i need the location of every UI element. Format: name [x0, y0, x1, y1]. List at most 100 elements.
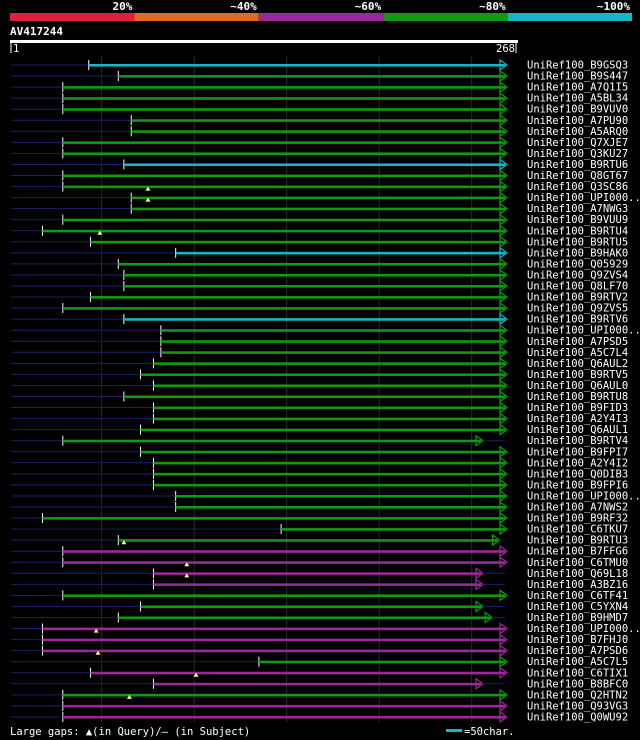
hit-row[interactable]: UniRef100_B8BFC0	[11, 672, 628, 691]
hit-label[interactable]: UniRef100_B9RTV4	[527, 435, 628, 447]
hit-label[interactable]: UniRef100_C6TMU0	[527, 557, 628, 569]
hit-row[interactable]: UniRef100_A7NWS2	[11, 500, 628, 514]
hit-label[interactable]: UniRef100_Q0DIB3	[527, 468, 628, 480]
hit-row[interactable]: UniRef100_UPI000..	[11, 489, 640, 502]
hit-label[interactable]: UniRef100_B9RTU4	[527, 225, 628, 237]
hit-label[interactable]: UniRef100_Q6AUL0	[527, 380, 628, 392]
hit-row[interactable]: UniRef100_B9RTU4	[11, 224, 628, 237]
hit-row[interactable]: UniRef100_Q9ZVS4	[11, 268, 628, 281]
hit-label[interactable]: UniRef100_Q8LF70	[527, 281, 628, 293]
hit-row[interactable]: UniRef100_B9RTU5	[11, 230, 628, 249]
hit-label[interactable]: UniRef100_C6TKU7	[527, 524, 628, 536]
hit-label[interactable]: UniRef100_A5ARQ0	[527, 126, 628, 138]
hit-label[interactable]: UniRef100_B9RTU8	[527, 391, 628, 403]
hit-row[interactable]: UniRef100_C6TKU7	[11, 522, 628, 536]
hit-label[interactable]: UniRef100_Q6AUL2	[527, 358, 628, 370]
hit-label[interactable]: UniRef100_B9S447	[527, 71, 628, 83]
hit-label[interactable]: UniRef100_Q2HTN2	[527, 689, 628, 701]
hit-row[interactable]: UniRef100_B9RTV2	[11, 290, 628, 304]
hit-row[interactable]: UniRef100_B9HAK0	[11, 246, 628, 259]
hit-row[interactable]: UniRef100_C6TF41	[11, 589, 628, 602]
hit-label[interactable]: UniRef100_UPI000..	[527, 325, 640, 337]
hit-row[interactable]: UniRef100_B9HMD7	[11, 611, 628, 624]
hit-label[interactable]: UniRef100_B9RF32	[527, 513, 628, 525]
hit-label[interactable]: UniRef100_Q05929	[527, 258, 628, 270]
hit-row[interactable]: UniRef100_A7PSD5	[11, 335, 628, 348]
hit-label[interactable]: UniRef100_Q7XJE7	[527, 137, 628, 149]
hit-label[interactable]: UniRef100_B9VUU9	[527, 214, 628, 226]
hit-row[interactable]: UniRef100_A7PSD6	[11, 644, 628, 657]
hit-row[interactable]: UniRef100_B9FPI7	[11, 445, 628, 458]
hit-label[interactable]: UniRef100_A5BL34	[527, 93, 628, 105]
hit-row[interactable]: UniRef100_B9RTV4	[11, 434, 628, 447]
hit-label[interactable]: UniRef100_B9RTU6	[527, 159, 628, 171]
hit-row[interactable]: UniRef100_B9RTV5	[11, 368, 628, 381]
hit-row[interactable]: UniRef100_Q0WU92	[11, 710, 628, 723]
hit-label[interactable]: UniRef100_B7FFG6	[527, 546, 628, 558]
hit-row[interactable]: UniRef100_B9GSQ3	[11, 58, 628, 72]
hit-label[interactable]: UniRef100_C6TF41	[527, 590, 628, 602]
hit-label[interactable]: UniRef100_A7NWG3	[527, 203, 628, 215]
hit-row[interactable]: UniRef100_C6TIX1	[11, 666, 628, 679]
hit-row[interactable]: UniRef100_B9VUU9	[11, 213, 628, 226]
hit-row[interactable]: UniRef100_Q6AUL2	[11, 357, 628, 370]
hit-label[interactable]: UniRef100_B9RTU5	[527, 236, 628, 248]
hit-label[interactable]: UniRef100_A3BZ16	[527, 579, 628, 591]
hit-row[interactable]: UniRef100_Q05929	[11, 257, 628, 270]
hit-row[interactable]: UniRef100_A5C7L4	[11, 346, 628, 359]
hit-row[interactable]: UniRef100_B9RTV6	[11, 312, 628, 326]
hit-row[interactable]: UniRef100_B7FHJ0	[11, 628, 628, 647]
hit-row[interactable]: UniRef100_B9FID3	[11, 401, 628, 414]
hit-label[interactable]: UniRef100_A7Q1I5	[527, 82, 628, 94]
hit-row[interactable]: UniRef100_B9VUV0	[11, 103, 628, 116]
hit-row[interactable]: UniRef100_UPI000..	[11, 324, 640, 337]
hit-row[interactable]: UniRef100_Q0DIB3	[11, 467, 628, 480]
hit-label[interactable]: UniRef100_B9RTV5	[527, 369, 628, 381]
hit-row[interactable]: UniRef100_Q3SC86	[11, 180, 628, 193]
hit-row[interactable]: UniRef100_B9FPI6	[11, 478, 628, 491]
hit-label[interactable]: UniRef100_UPI000..	[527, 623, 640, 635]
hit-label[interactable]: UniRef100_B9FPI7	[527, 446, 628, 458]
hit-row[interactable]: UniRef100_A7NWG3	[11, 197, 628, 216]
hit-label[interactable]: UniRef100_A7PSD5	[527, 336, 628, 348]
hit-label[interactable]: UniRef100_B9VUV0	[527, 104, 628, 116]
hit-label[interactable]: UniRef100_Q3KU27	[527, 148, 628, 160]
hit-label[interactable]: UniRef100_A5C7L4	[527, 347, 628, 359]
hit-label[interactable]: UniRef100_A7PSD6	[527, 645, 628, 657]
hit-row[interactable]: UniRef100_B9RF32	[11, 511, 628, 525]
hit-label[interactable]: UniRef100_A2Y4I2	[527, 457, 628, 469]
hit-row[interactable]: UniRef100_B9RTU3	[11, 533, 628, 547]
hit-label[interactable]: UniRef100_B8BFC0	[527, 678, 628, 690]
hit-row[interactable]: UniRef100_A7PU90	[11, 114, 628, 127]
hit-label[interactable]: UniRef100_Q9ZVS4	[527, 269, 628, 281]
hit-label[interactable]: UniRef100_Q9ZVS5	[527, 303, 628, 315]
hit-label[interactable]: UniRef100_A7NWS2	[527, 502, 628, 514]
hit-label[interactable]: UniRef100_Q69L18	[527, 568, 628, 580]
hit-label[interactable]: UniRef100_UPI000..	[527, 192, 640, 204]
hit-row[interactable]: UniRef100_C6TMU0	[11, 556, 628, 569]
hit-row[interactable]: UniRef100_B7FFG6	[11, 540, 628, 558]
hit-label[interactable]: UniRef100_Q93VG3	[527, 700, 628, 712]
hit-row[interactable]: UniRef100_A5BL34	[11, 91, 628, 105]
hit-label[interactable]: UniRef100_B9FPI6	[527, 479, 628, 491]
hit-row[interactable]: UniRef100_UPI000..	[11, 622, 640, 635]
hit-row[interactable]: UniRef100_Q69L18	[11, 562, 628, 580]
hit-row[interactable]: UniRef100_B9RTU6	[11, 158, 628, 171]
hit-row[interactable]: UniRef100_A2Y4I3	[11, 412, 628, 425]
hit-row[interactable]: UniRef100_Q9ZVS5	[11, 301, 628, 315]
hit-label[interactable]: UniRef100_UPI000..	[527, 490, 640, 502]
hit-row[interactable]: UniRef100_Q8LF70	[11, 279, 628, 293]
hit-row[interactable]: UniRef100_C5YXN4	[11, 600, 628, 613]
hit-row[interactable]: UniRef100_A5C7L5	[11, 650, 628, 669]
hit-row[interactable]: UniRef100_Q93VG3	[11, 694, 628, 713]
hit-label[interactable]: UniRef100_Q8GT67	[527, 170, 628, 182]
hit-label[interactable]: UniRef100_A5C7L5	[527, 656, 628, 668]
hit-label[interactable]: UniRef100_Q0WU92	[527, 711, 628, 723]
hit-row[interactable]: UniRef100_Q8GT67	[11, 169, 628, 182]
hit-row[interactable]: UniRef100_A5ARQ0	[11, 125, 628, 138]
hit-label[interactable]: UniRef100_B9HAK0	[527, 247, 628, 259]
hit-row[interactable]: UniRef100_A3BZ16	[11, 573, 628, 591]
hit-label[interactable]: UniRef100_A2Y4I3	[527, 413, 628, 425]
hit-label[interactable]: UniRef100_B9RTU3	[527, 535, 628, 547]
hit-row[interactable]: UniRef100_Q3KU27	[11, 147, 628, 160]
